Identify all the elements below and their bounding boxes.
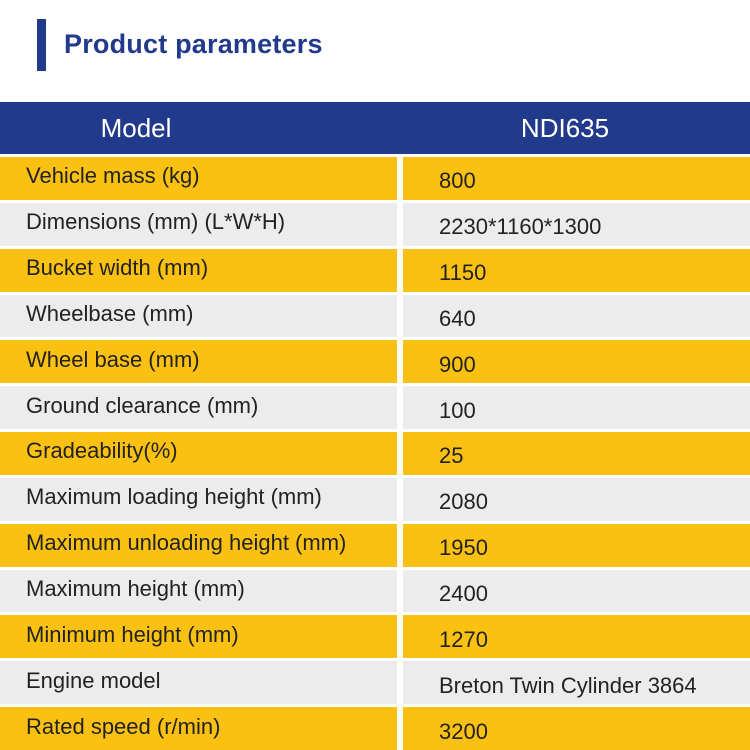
parameters-table: Model NDI635 Vehicle mass (kg) 800 Dimensi… — [0, 102, 750, 750]
param-label: Maximum unloading height (mm) — [0, 520, 400, 567]
param-value: 800 — [400, 154, 750, 200]
param-label: Engine model — [0, 658, 400, 705]
title-accent-bar — [37, 19, 46, 71]
param-value: 2080 — [400, 474, 750, 521]
param-label: Wheelbase (mm) — [0, 291, 400, 338]
param-label: Maximum loading height (mm) — [0, 474, 400, 521]
param-label: Wheel base (mm) — [0, 337, 400, 384]
header-model-value: NDI635 — [400, 102, 750, 154]
param-label: Maximum height (mm) — [0, 566, 400, 613]
param-value: 3200 — [400, 704, 750, 750]
param-label: Minimum height (mm) — [0, 612, 400, 659]
param-value: 1150 — [400, 245, 750, 292]
param-label: Ground clearance (mm) — [0, 383, 400, 430]
param-label: Bucket width (mm) — [0, 245, 400, 292]
param-value: 2230*1160*1300 — [400, 199, 750, 246]
param-value: 640 — [400, 291, 750, 338]
param-value: 1950 — [400, 520, 750, 567]
param-value: 25 — [400, 429, 750, 475]
param-value: Breton Twin Cylinder 3864 — [400, 658, 750, 705]
param-value: 100 — [400, 383, 750, 430]
header-model-label: Model — [0, 102, 400, 154]
param-value: 1270 — [400, 612, 750, 659]
param-label: Dimensions (mm) (L*W*H) — [0, 199, 400, 246]
param-label: Vehicle mass (kg) — [0, 154, 400, 200]
param-label: Gradeability(%) — [0, 429, 400, 475]
page-title: Product parameters — [64, 29, 323, 59]
param-label: Rated speed (r/min) — [0, 704, 400, 750]
param-value: 900 — [400, 337, 750, 384]
param-value: 2400 — [400, 566, 750, 613]
